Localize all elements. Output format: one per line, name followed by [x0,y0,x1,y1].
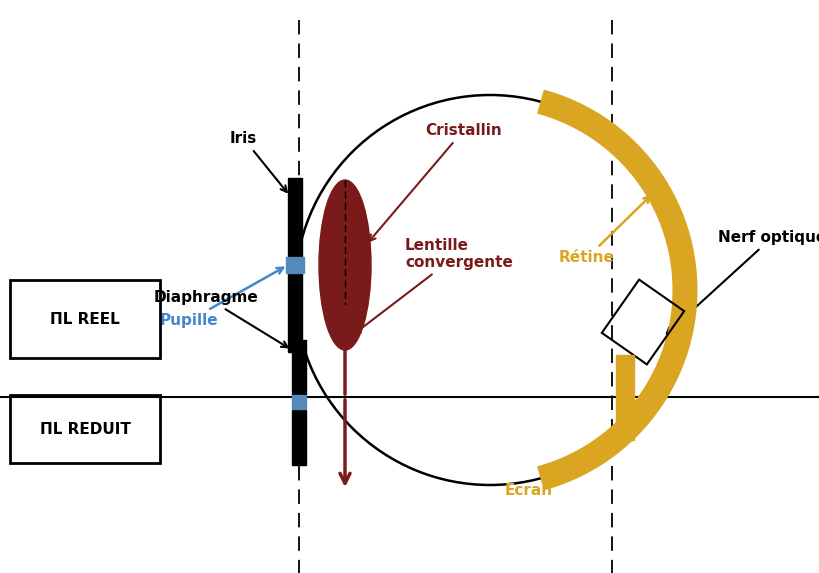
Text: Pupille: Pupille [160,268,283,328]
Text: ΠL REEL: ΠL REEL [50,312,120,327]
Text: Ecran: Ecran [505,423,629,498]
Bar [286,257,304,273]
Ellipse shape [319,180,370,350]
Bar [615,355,633,440]
Bar [292,340,305,395]
Bar [292,410,305,465]
Bar [292,395,305,409]
Text: Cristallin: Cristallin [369,123,501,241]
Bar [287,273,301,352]
Text: Rétine: Rétine [559,197,649,265]
Bar [601,280,683,364]
Text: Iris: Iris [229,131,287,192]
Text: Nerf optique: Nerf optique [666,230,819,333]
Text: Diaphragme: Diaphragme [154,290,287,347]
Bar [287,178,301,257]
Text: ΠL REDUIT: ΠL REDUIT [39,422,130,437]
Text: Lentille
convergente: Lentille convergente [354,238,512,334]
